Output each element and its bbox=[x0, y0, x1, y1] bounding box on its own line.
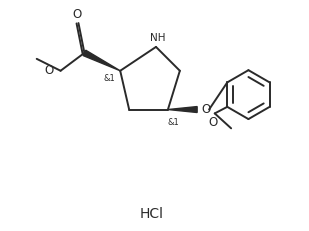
Text: O: O bbox=[201, 103, 210, 116]
Text: &1: &1 bbox=[168, 118, 180, 127]
Text: HCl: HCl bbox=[140, 207, 163, 221]
Text: NH: NH bbox=[150, 33, 165, 43]
Text: O: O bbox=[209, 116, 218, 129]
Text: O: O bbox=[45, 64, 54, 77]
Polygon shape bbox=[168, 106, 197, 112]
Polygon shape bbox=[83, 50, 120, 71]
Text: O: O bbox=[72, 8, 82, 21]
Text: &1: &1 bbox=[103, 74, 115, 83]
